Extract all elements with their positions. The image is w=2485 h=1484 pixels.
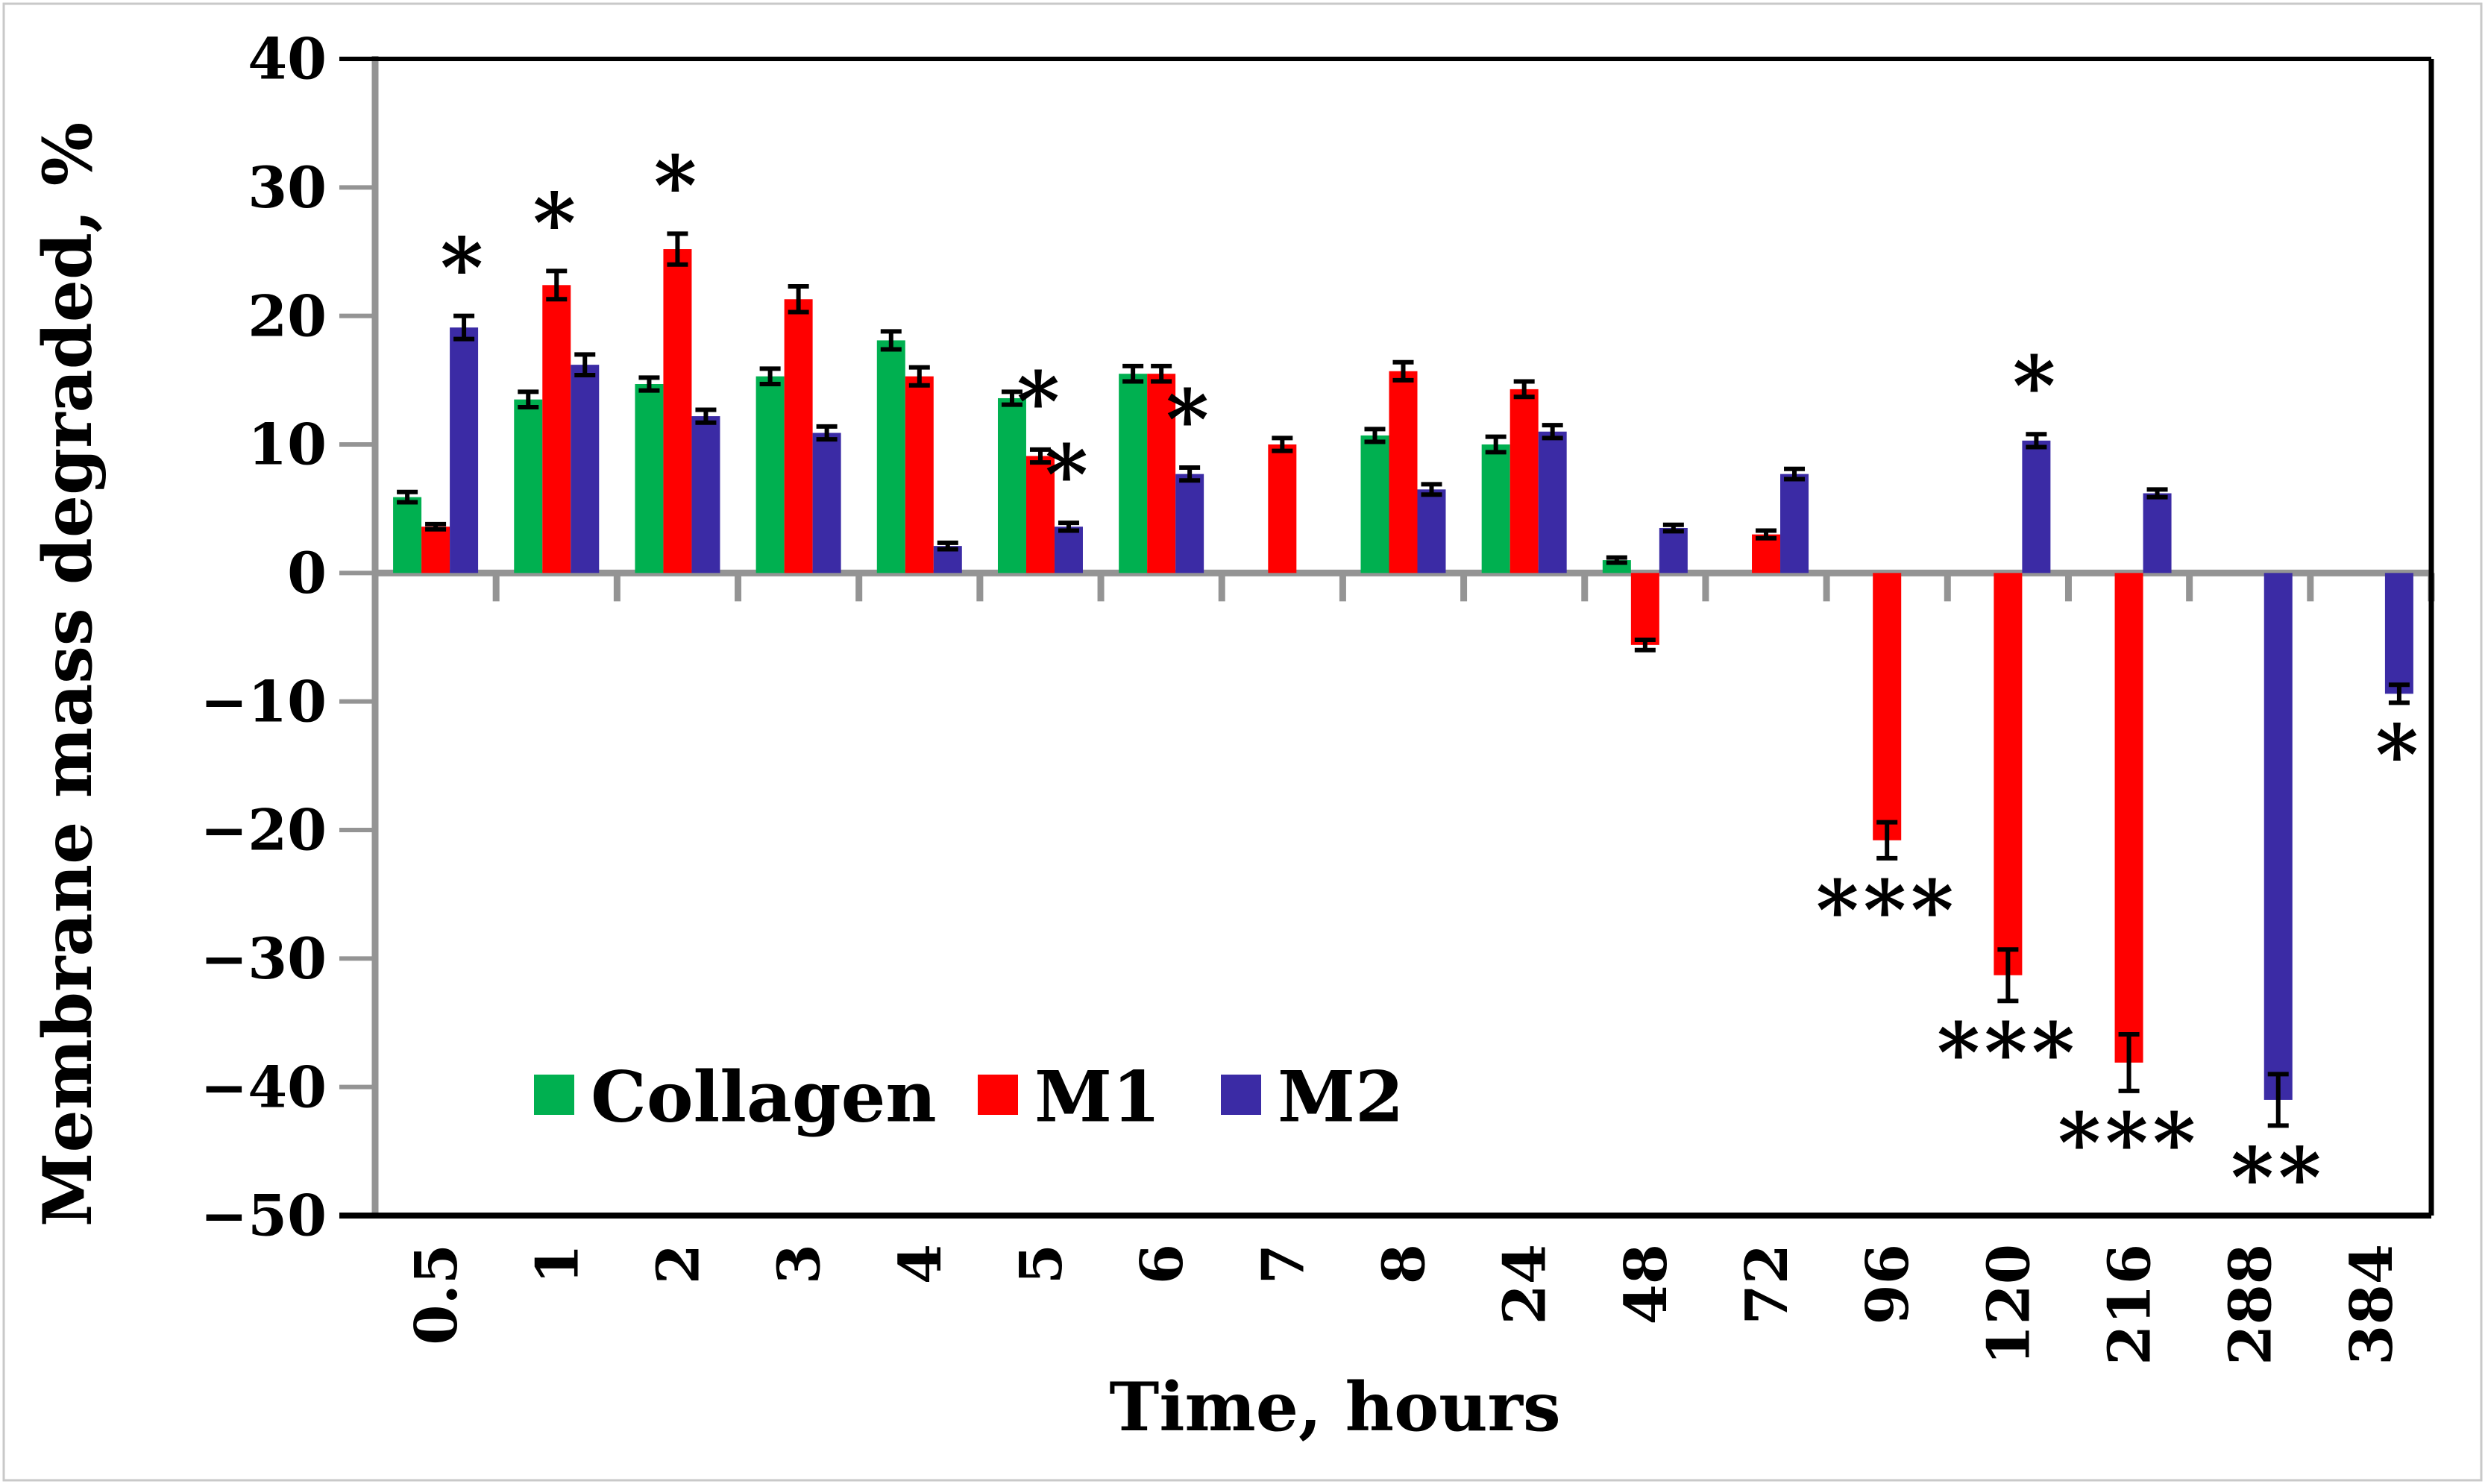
- x-tick-label-216: 216: [2096, 1244, 2164, 1365]
- bar-M2-3: [812, 433, 841, 573]
- x-tick-label-0.5: 0.5: [403, 1244, 471, 1345]
- bar-M2-1: [571, 365, 600, 573]
- bar-M1-2: [663, 249, 692, 573]
- bar-M1-1: [542, 285, 571, 573]
- significance-marker-M1-1: *: [532, 175, 580, 271]
- y-tick-label: 20: [248, 283, 327, 349]
- x-tick-label-48: 48: [1612, 1244, 1680, 1325]
- legend-swatch-M2: [1221, 1075, 1261, 1115]
- significance-marker-M2-120: *: [2013, 338, 2061, 434]
- bar-M1-72: [1752, 534, 1781, 573]
- y-tick-label: −20: [201, 797, 327, 864]
- x-tick-label-384: 384: [2338, 1244, 2406, 1365]
- significance-marker-M2-384: *: [2375, 706, 2423, 802]
- legend-label-M2: M2: [1278, 1057, 1404, 1139]
- significance-marker-M2-6: *: [1166, 371, 1213, 468]
- bar-M1-24: [1509, 389, 1539, 573]
- x-tick-label-3: 3: [766, 1244, 834, 1284]
- significance-marker-M2-5: *: [1045, 427, 1093, 523]
- x-tick-label-4: 4: [887, 1244, 955, 1284]
- significance-marker-M1-216: ***: [2058, 1095, 2200, 1191]
- x-axis-title: Time, hours: [1109, 1368, 1560, 1447]
- bar-M2-120: [2022, 440, 2051, 573]
- bar-Collagen-24: [1481, 444, 1510, 573]
- significance-marker-M1-2: *: [654, 137, 702, 233]
- bar-M1-216: [2114, 573, 2143, 1063]
- y-tick-label: −30: [201, 925, 327, 992]
- bar-M1-5: [1025, 456, 1055, 573]
- bar-M1-3: [784, 299, 813, 573]
- legend-label-M1: M1: [1034, 1057, 1160, 1139]
- y-tick-label: 10: [248, 412, 327, 478]
- bar-Collagen-0.5: [393, 497, 422, 573]
- x-tick-label-8: 8: [1371, 1244, 1439, 1284]
- legend-swatch-Collagen: [534, 1075, 574, 1115]
- bar-M2-24: [1538, 431, 1567, 573]
- bar-Collagen-4: [876, 340, 905, 573]
- x-tick-label-5: 5: [1008, 1244, 1075, 1284]
- bar-M2-384: [2384, 573, 2413, 694]
- bar-Collagen-1: [514, 399, 543, 573]
- bar-M2-288: [2263, 573, 2293, 1100]
- bar-Collagen-2: [635, 384, 664, 573]
- bar-M2-5: [1054, 526, 1083, 573]
- x-tick-label-288: 288: [2217, 1244, 2285, 1365]
- legend-swatch-M1: [978, 1075, 1018, 1115]
- significance-marker-M1-5: *: [1017, 353, 1064, 450]
- bar-M1-4: [905, 376, 934, 573]
- x-tick-label-96: 96: [1854, 1244, 1922, 1325]
- y-tick-label: −10: [201, 668, 327, 735]
- x-tick-label-72: 72: [1733, 1244, 1801, 1325]
- y-tick-label: 40: [248, 26, 327, 92]
- bar-M2-8: [1417, 489, 1446, 573]
- bar-M2-6: [1175, 474, 1204, 573]
- bar-M2-0.5: [450, 327, 479, 573]
- bar-Collagen-3: [755, 376, 785, 573]
- bar-M2-48: [1659, 528, 1688, 573]
- bar-M1-8: [1389, 371, 1418, 573]
- y-tick-label: 0: [287, 540, 327, 606]
- bar-M1-96: [1873, 573, 1902, 840]
- bar-M2-72: [1780, 474, 1809, 573]
- bar-M1-6: [1147, 374, 1176, 573]
- significance-marker-M1-96: ***: [1816, 862, 1958, 958]
- bar-Collagen-5: [997, 397, 1026, 573]
- bar-M1-7: [1268, 444, 1297, 573]
- x-tick-label-7: 7: [1249, 1244, 1317, 1284]
- y-tick-label: −40: [201, 1054, 327, 1120]
- bar-M2-216: [2143, 493, 2172, 573]
- x-tick-label-2: 2: [644, 1244, 712, 1284]
- x-tick-label-24: 24: [1492, 1244, 1559, 1325]
- significance-marker-M2-288: **: [2231, 1129, 2325, 1225]
- y-tick-label: 30: [248, 154, 327, 221]
- bar-Collagen-6: [1119, 374, 1148, 573]
- bar-M2-2: [691, 416, 720, 573]
- x-tick-label-120: 120: [1975, 1244, 2043, 1365]
- y-tick-label: −50: [201, 1183, 327, 1249]
- significance-marker-M1-120: ***: [1937, 1004, 2079, 1101]
- y-axis-title: Membrane mass degraded, %: [28, 122, 107, 1227]
- significance-marker-M2-0.5: *: [440, 220, 488, 316]
- bar-M1-0.5: [421, 526, 450, 573]
- bar-Collagen-8: [1360, 435, 1389, 573]
- x-tick-label-1: 1: [524, 1244, 591, 1284]
- bar-M1-120: [1994, 573, 2023, 975]
- legend-label-Collagen: Collagen: [591, 1057, 937, 1139]
- x-tick-label-6: 6: [1128, 1244, 1196, 1284]
- bar-M1-48: [1630, 573, 1659, 645]
